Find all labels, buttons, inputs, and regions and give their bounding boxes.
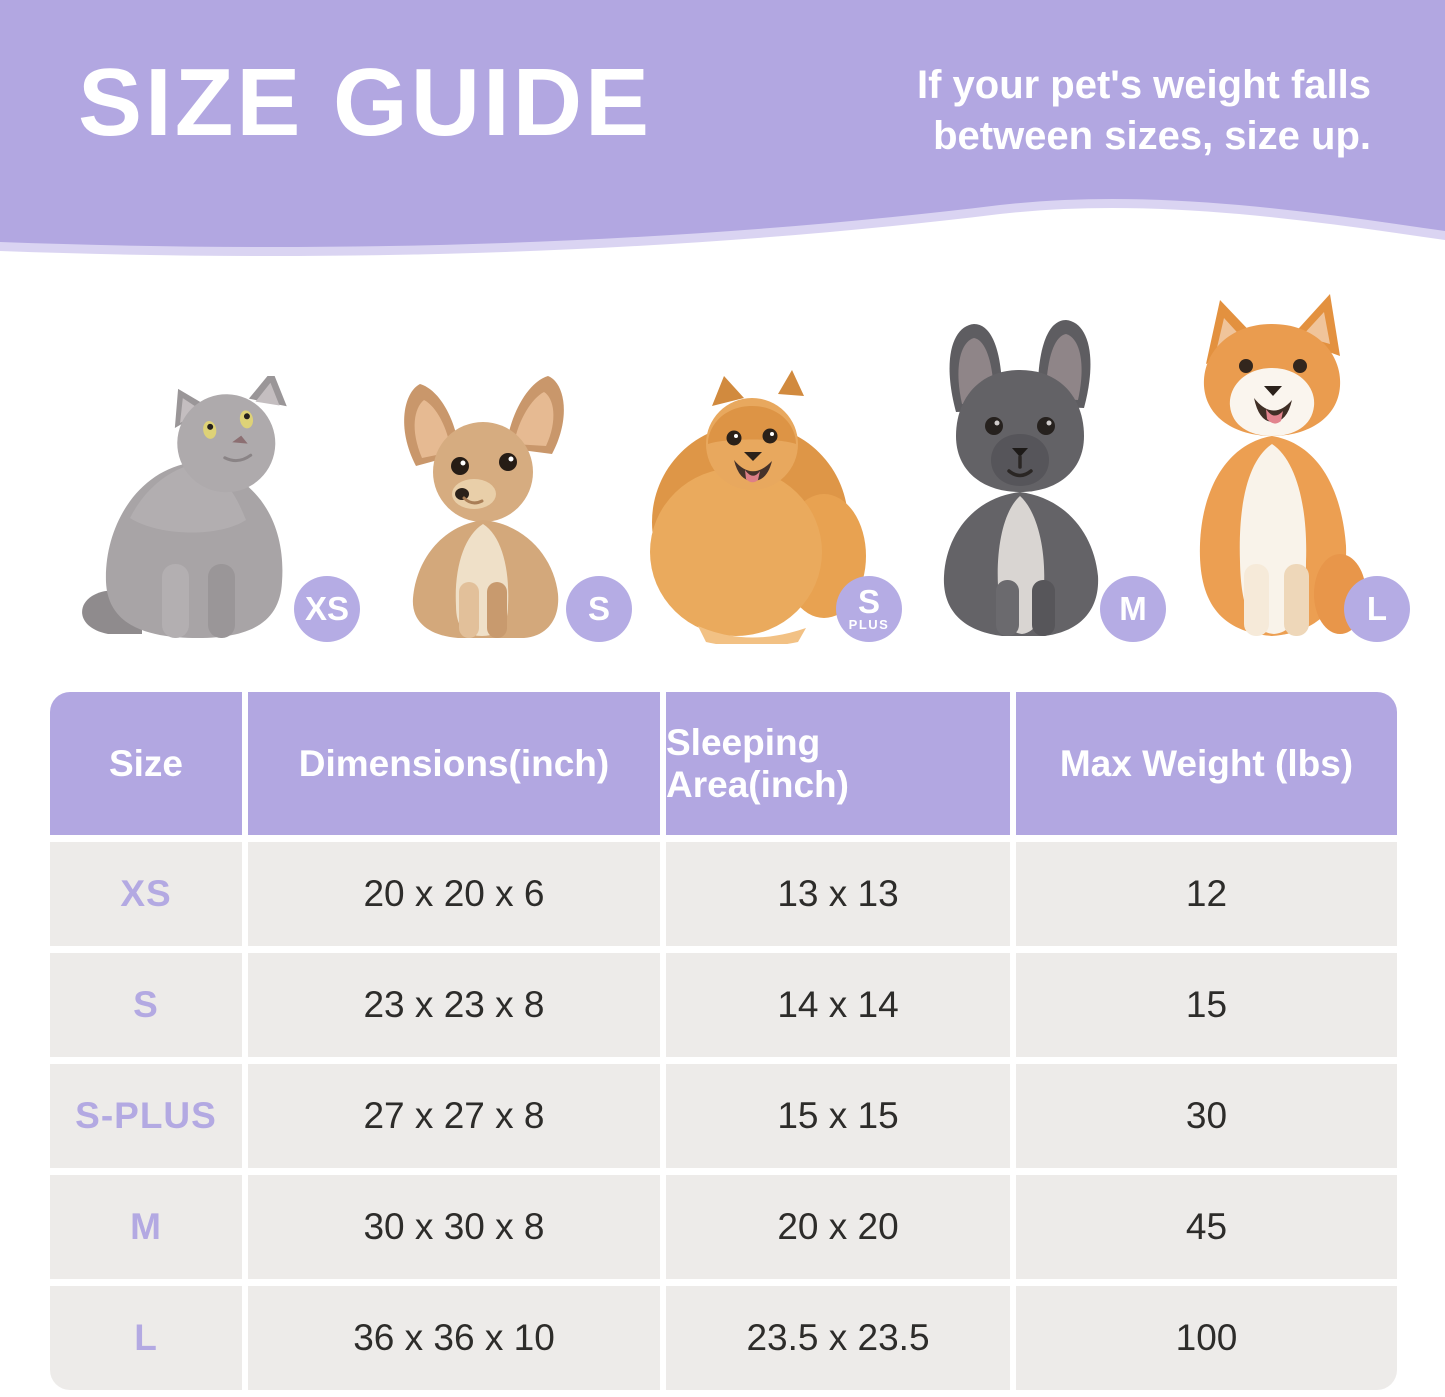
size-badge-l-label: L (1366, 589, 1388, 627)
table-cell-r2-c3: 30 (1016, 1064, 1397, 1168)
sizing-note: If your pet's weight falls between sizes… (917, 60, 1371, 162)
sizing-note-line2: between sizes, size up. (933, 114, 1371, 159)
size-badge-l: L (1344, 576, 1410, 642)
table-cell-r1-c2: 14 x 14 (666, 953, 1010, 1057)
sizing-note-line1: If your pet's weight falls (916, 63, 1371, 107)
pet-pomeranian: S PLUS (628, 346, 902, 644)
pomeranian-photo (650, 370, 866, 644)
pet-cat: XS (66, 376, 360, 644)
size-badge-xs-label: XS (304, 589, 350, 627)
size-cell-row1: S (50, 953, 242, 1057)
table-cell-r3-c2: 20 x 20 (666, 1175, 1010, 1279)
cat-photo (82, 376, 287, 638)
table-cell-r1-c3: 15 (1016, 953, 1397, 1057)
table-cell-r3-c1: 30 x 30 x 8 (248, 1175, 660, 1279)
size-cell-row4: L (50, 1286, 242, 1390)
french-bulldog-photo (943, 320, 1099, 636)
size-badge-xs: XS (294, 576, 360, 642)
size-badge-s-plus-sublabel: PLUS (848, 616, 890, 632)
column-header-sleeping-area: Sleeping Area(inch) (666, 692, 1010, 835)
table-cell-r3-c3: 45 (1016, 1175, 1397, 1279)
column-header-dimensions: Dimensions(inch) (248, 692, 660, 835)
size-badge-s-plus: S PLUS (836, 576, 902, 642)
pets-row: XS S (66, 288, 1410, 644)
header-wave-background (0, 0, 1445, 256)
size-cell-row2: S-PLUS (50, 1064, 242, 1168)
size-cell-row3: M (50, 1175, 242, 1279)
pet-chihuahua: S (356, 366, 632, 644)
column-header-size: Size (50, 692, 242, 835)
size-table: Size Dimensions(inch) Sleeping Area(inch… (50, 692, 1397, 1390)
size-badge-s: S (566, 576, 632, 642)
table-cell-r4-c3: 100 (1016, 1286, 1397, 1390)
table-cell-r0-c3: 12 (1016, 842, 1397, 946)
column-header-max-weight: Max Weight (lbs) (1016, 692, 1397, 835)
size-badge-m: M (1100, 576, 1166, 642)
size-badge-m-label: M (1119, 589, 1147, 627)
table-cell-r4-c2: 23.5 x 23.5 (666, 1286, 1010, 1390)
table-cell-r2-c2: 15 x 15 (666, 1064, 1010, 1168)
size-badge-s-plus-label: S (857, 583, 880, 621)
pet-shiba-inu: L (1162, 292, 1410, 644)
table-cell-r1-c1: 23 x 23 x 8 (248, 953, 660, 1057)
table-cell-r0-c2: 13 x 13 (666, 842, 1010, 946)
size-cell-row0: XS (50, 842, 242, 946)
table-cell-r4-c1: 36 x 36 x 10 (248, 1286, 660, 1390)
size-badge-s-label: S (587, 589, 610, 627)
table-cell-r2-c1: 27 x 27 x 8 (248, 1064, 660, 1168)
pet-french-bulldog: M (898, 312, 1166, 644)
table-cell-r0-c1: 20 x 20 x 6 (248, 842, 660, 946)
chihuahua-photo (404, 376, 564, 638)
page-title: SIZE GUIDE (78, 49, 653, 156)
